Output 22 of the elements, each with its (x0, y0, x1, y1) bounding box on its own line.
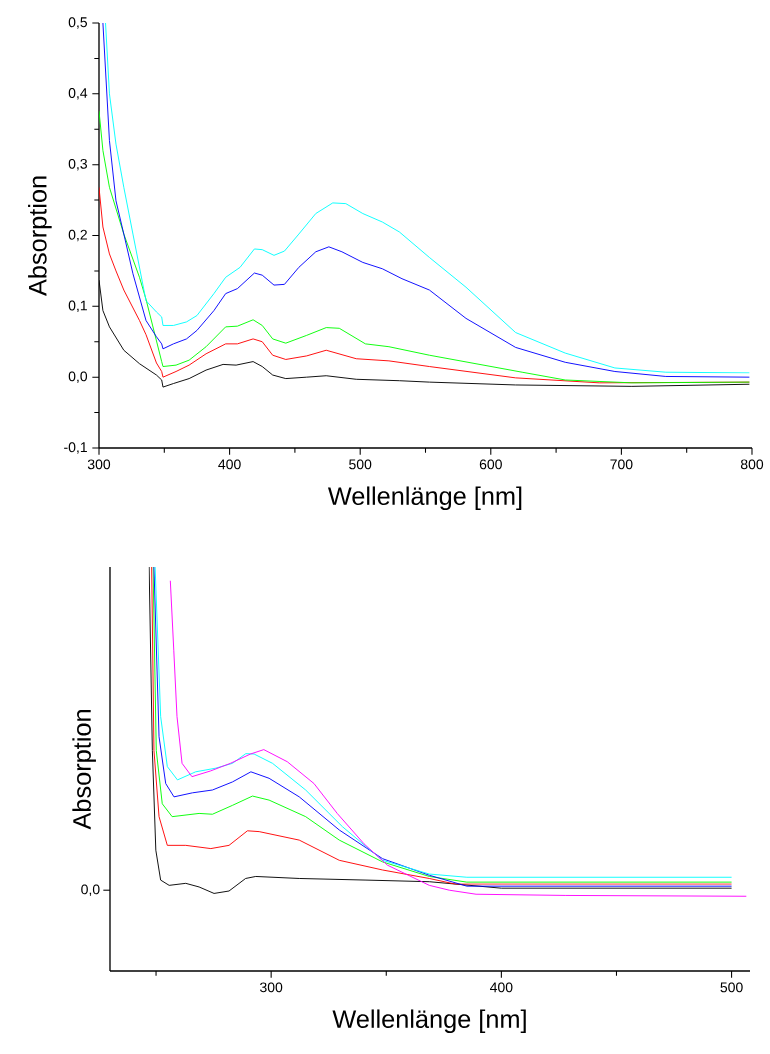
x-axis-title: Wellenlänge [nm] (327, 486, 522, 511)
text: 0,0 (81, 884, 100, 896)
x-tick-label: 300 (259, 982, 283, 993)
x-tick-label: 400 (490, 982, 513, 993)
y-tick-label: 0,5 (68, 17, 88, 29)
y-axis-title: Absorption (72, 710, 96, 830)
x-axis-title: Wellenlänge [nm] (332, 1009, 526, 1034)
x-tick-label: 300 (87, 459, 111, 470)
y-tick-label: -0,1 (64, 442, 87, 454)
line-series (99, 110, 750, 384)
y-axis-title: Absorption (28, 176, 52, 297)
x-tick-label: 700 (610, 459, 633, 470)
x-tick-label: 800 (740, 459, 764, 470)
y-tick-label: 0,2 (68, 229, 87, 242)
x-tick-label: 400 (218, 459, 241, 470)
x-tick-label: 600 (479, 459, 502, 470)
x-tick-label: 500 (349, 459, 372, 470)
y-tick-label: 0,4 (68, 88, 88, 100)
y-tick-label: 0,0 (68, 371, 88, 383)
x-tick-label: 500 (720, 982, 743, 993)
y-tick-label: 0,3 (68, 158, 88, 171)
y-tick-label: 0,1 (68, 300, 87, 313)
